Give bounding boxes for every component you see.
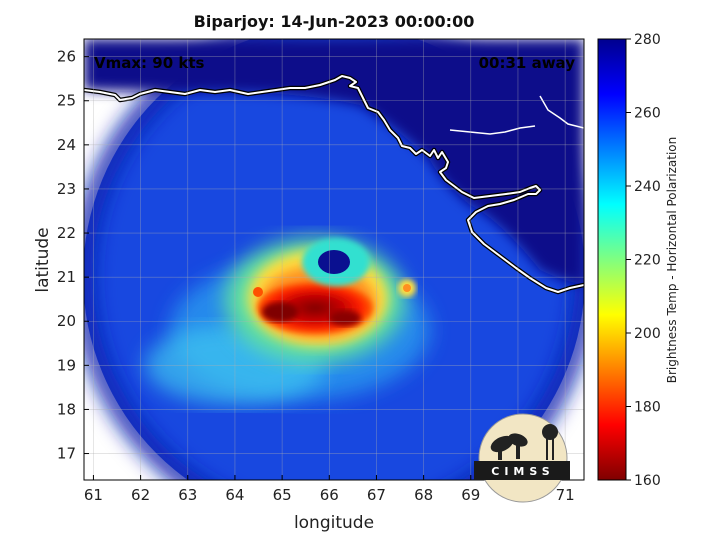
- storm-eye: [318, 250, 350, 274]
- y-tick-label: 17: [57, 445, 76, 463]
- colorbar-label: Brightness Temp - Horizontal Polarizatio…: [665, 137, 679, 384]
- convective-cell-west: [253, 287, 263, 297]
- colorbar-tick-label: 220: [634, 253, 661, 269]
- x-tick-label: 67: [367, 486, 386, 504]
- logo-dish-post-1: [498, 448, 502, 460]
- colorbar-tick-label: 280: [634, 32, 661, 48]
- cimss-logo: CIMSS: [474, 413, 570, 503]
- logo-tower-top: [542, 424, 558, 440]
- x-tick-label: 66: [320, 486, 339, 504]
- x-tick-label: 61: [84, 486, 103, 504]
- y-tick-label: 21: [57, 268, 76, 286]
- logo-tower-leg-1: [546, 438, 548, 460]
- colorbar-ticks: 160 180 200 220 240 260 280: [626, 32, 661, 489]
- core-minimum-west: [262, 302, 298, 322]
- coastline-east: [539, 95, 584, 129]
- convective-cell-core: [403, 284, 411, 292]
- y-tick-label: 24: [57, 136, 76, 154]
- map-title: Biparjoy: 14-Jun-2023 00:00:00: [193, 12, 475, 31]
- x-tick-label: 68: [414, 486, 433, 504]
- y-tick-label: 23: [57, 180, 76, 198]
- colorbar-tick-label: 180: [634, 400, 661, 416]
- y-tick-label: 26: [57, 48, 76, 66]
- coastline-line: [84, 75, 584, 293]
- x-tick-label: 62: [131, 486, 150, 504]
- y-tick-label: 25: [57, 92, 76, 110]
- logo-dish-2: [508, 433, 528, 447]
- y-tick-label: 22: [57, 224, 76, 242]
- x-tick-label: 63: [178, 486, 197, 504]
- logo-dish-1: [490, 435, 514, 453]
- x-axis-label: longitude: [294, 513, 374, 533]
- colorbar-tick-label: 200: [634, 326, 661, 342]
- x-tick-label: 71: [556, 486, 575, 504]
- brightness-temp-swath: [84, 39, 584, 480]
- colorbar: [597, 38, 627, 481]
- colorbar-tick-label: 160: [634, 473, 661, 489]
- logo-text: CIMSS: [491, 465, 554, 478]
- x-axis-ticks: 6162636465666768697071: [84, 475, 575, 504]
- time-away-annotation: 00:31 away: [479, 54, 576, 72]
- logo-tower-leg-2: [552, 438, 554, 460]
- vmax-annotation: Vmax: 90 kts: [94, 54, 204, 72]
- coastline: [84, 73, 584, 295]
- x-tick-label: 69: [461, 486, 480, 504]
- y-axis-ticks: 17 18 19 20 21 22 23 24 25 26: [57, 48, 89, 463]
- map-grid: [84, 39, 584, 480]
- x-tick-label: 64: [225, 486, 244, 504]
- colorbar-tick-label: 240: [634, 179, 661, 195]
- logo-dish-post-2: [516, 445, 520, 459]
- core-minimum-east: [329, 310, 361, 326]
- y-tick-label: 19: [57, 356, 76, 374]
- y-tick-label: 18: [57, 400, 76, 418]
- coastline-inlet: [449, 125, 536, 135]
- y-axis-label: latitude: [33, 227, 53, 292]
- colorbar-tick-label: 260: [634, 106, 661, 122]
- map-axes-frame: [83, 38, 585, 481]
- x-tick-label: 65: [273, 486, 292, 504]
- y-tick-label: 20: [57, 312, 76, 330]
- logo-banner: [474, 461, 570, 480]
